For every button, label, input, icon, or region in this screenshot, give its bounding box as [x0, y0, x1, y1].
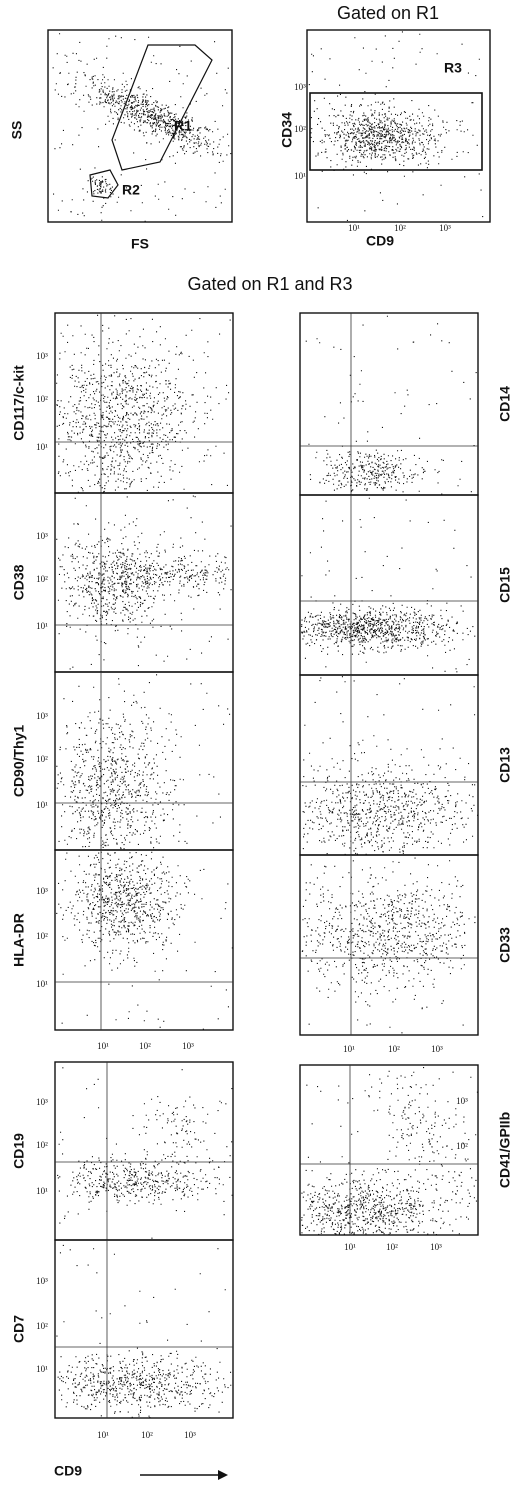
plot-title: Gated on R1	[337, 3, 439, 23]
x-axis-label: CD9	[366, 233, 394, 249]
event-dots	[305, 315, 477, 495]
marker-label: CD19	[11, 1133, 27, 1169]
x-axis-label: CD9	[54, 1463, 82, 1479]
event-dots	[56, 674, 231, 850]
y-axis-label: CD34	[279, 112, 295, 148]
x-axis-label: FS	[131, 236, 149, 252]
plot-frame	[299, 494, 479, 676]
event-dots	[56, 1244, 232, 1419]
plot-frame	[54, 1239, 234, 1419]
x-tick-label: 10¹	[344, 1242, 356, 1252]
plot-frame	[47, 29, 233, 223]
marker-label: CD15	[497, 567, 513, 603]
x-tick-label: 10²	[141, 1430, 153, 1440]
y-axis-label: SS	[9, 121, 25, 140]
event-dots	[301, 857, 476, 1034]
plot-frame	[299, 854, 479, 1036]
y-tick-label: 10³	[36, 1276, 48, 1286]
gate-label: R3	[444, 60, 462, 76]
plot-frame	[54, 312, 234, 494]
y-tick-label: 10¹	[36, 800, 48, 810]
y-tick-label: 10³	[36, 531, 48, 541]
y-tick-label: 10³	[294, 82, 306, 92]
marker-label: CD117/c-kit	[11, 365, 27, 441]
marker-label: CD90/Thy1	[11, 725, 27, 798]
y-tick-label: 10²	[36, 1140, 48, 1150]
y-tick-label: 10²	[36, 574, 48, 584]
x-tick-label: 10¹	[97, 1430, 109, 1440]
event-dots	[57, 1067, 233, 1239]
plot-frame	[299, 312, 479, 496]
arrow-head	[218, 1470, 228, 1480]
gate-r1	[111, 44, 213, 171]
y-tick-label: 10³	[36, 711, 48, 721]
x-tick-label: 10³	[431, 1044, 443, 1054]
x-tick-label: 10¹	[343, 1044, 355, 1054]
y-tick-label: 10³	[36, 351, 48, 361]
plot-frame	[299, 1064, 479, 1236]
x-tick-label: 10²	[388, 1044, 400, 1054]
x-tick-label: 10¹	[97, 1041, 109, 1051]
plot-frame	[54, 492, 234, 673]
y-tick-label: 10²	[456, 1141, 468, 1151]
event-dots	[56, 314, 231, 493]
marker-label: CD7	[11, 1315, 27, 1343]
y-tick-label: 10³	[456, 1096, 468, 1106]
y-tick-label: 10²	[36, 394, 48, 404]
x-tick-label: 10²	[139, 1041, 151, 1051]
gate-label: R2	[122, 182, 140, 198]
plot-frame	[54, 849, 234, 1031]
section-title: Gated on R1 and R3	[187, 274, 352, 294]
y-tick-label: 10¹	[36, 979, 48, 989]
y-tick-label: 10²	[36, 1321, 48, 1331]
marker-label: CD33	[497, 927, 513, 963]
plot-frame	[306, 29, 491, 223]
x-tick-label: 10³	[439, 223, 451, 233]
y-tick-label: 10²	[294, 124, 306, 134]
y-tick-label: 10¹	[294, 171, 306, 181]
gate-r2	[89, 169, 119, 199]
y-tick-label: 10²	[36, 754, 48, 764]
y-tick-label: 10¹	[36, 1364, 48, 1374]
x-tick-label: 10³	[182, 1041, 194, 1051]
plot-frame	[54, 671, 234, 851]
marker-label: CD38	[11, 564, 27, 600]
y-tick-label: 10¹	[36, 621, 48, 631]
event-dots	[56, 495, 232, 670]
plot-frame	[54, 1061, 234, 1241]
marker-label: CD41/GPIIb	[497, 1112, 513, 1188]
event-dots	[302, 676, 479, 855]
event-dots	[56, 851, 233, 1030]
x-tick-label: 10¹	[348, 223, 360, 233]
gate-r3	[309, 92, 483, 171]
marker-label: HLA-DR	[11, 913, 27, 967]
y-tick-label: 10³	[36, 1097, 48, 1107]
event-dots	[301, 497, 476, 673]
y-tick-label: 10¹	[36, 1186, 48, 1196]
x-tick-label: 10³	[430, 1242, 442, 1252]
marker-label: CD13	[497, 747, 513, 783]
y-tick-label: 10²	[36, 931, 48, 941]
marker-label: CD14	[497, 386, 513, 422]
y-tick-label: 10³	[36, 886, 48, 896]
x-tick-label: 10³	[184, 1430, 196, 1440]
x-tick-label: 10²	[386, 1242, 398, 1252]
x-tick-label: 10²	[394, 223, 406, 233]
event-dots	[301, 1067, 478, 1236]
y-tick-label: 10¹	[36, 442, 48, 452]
